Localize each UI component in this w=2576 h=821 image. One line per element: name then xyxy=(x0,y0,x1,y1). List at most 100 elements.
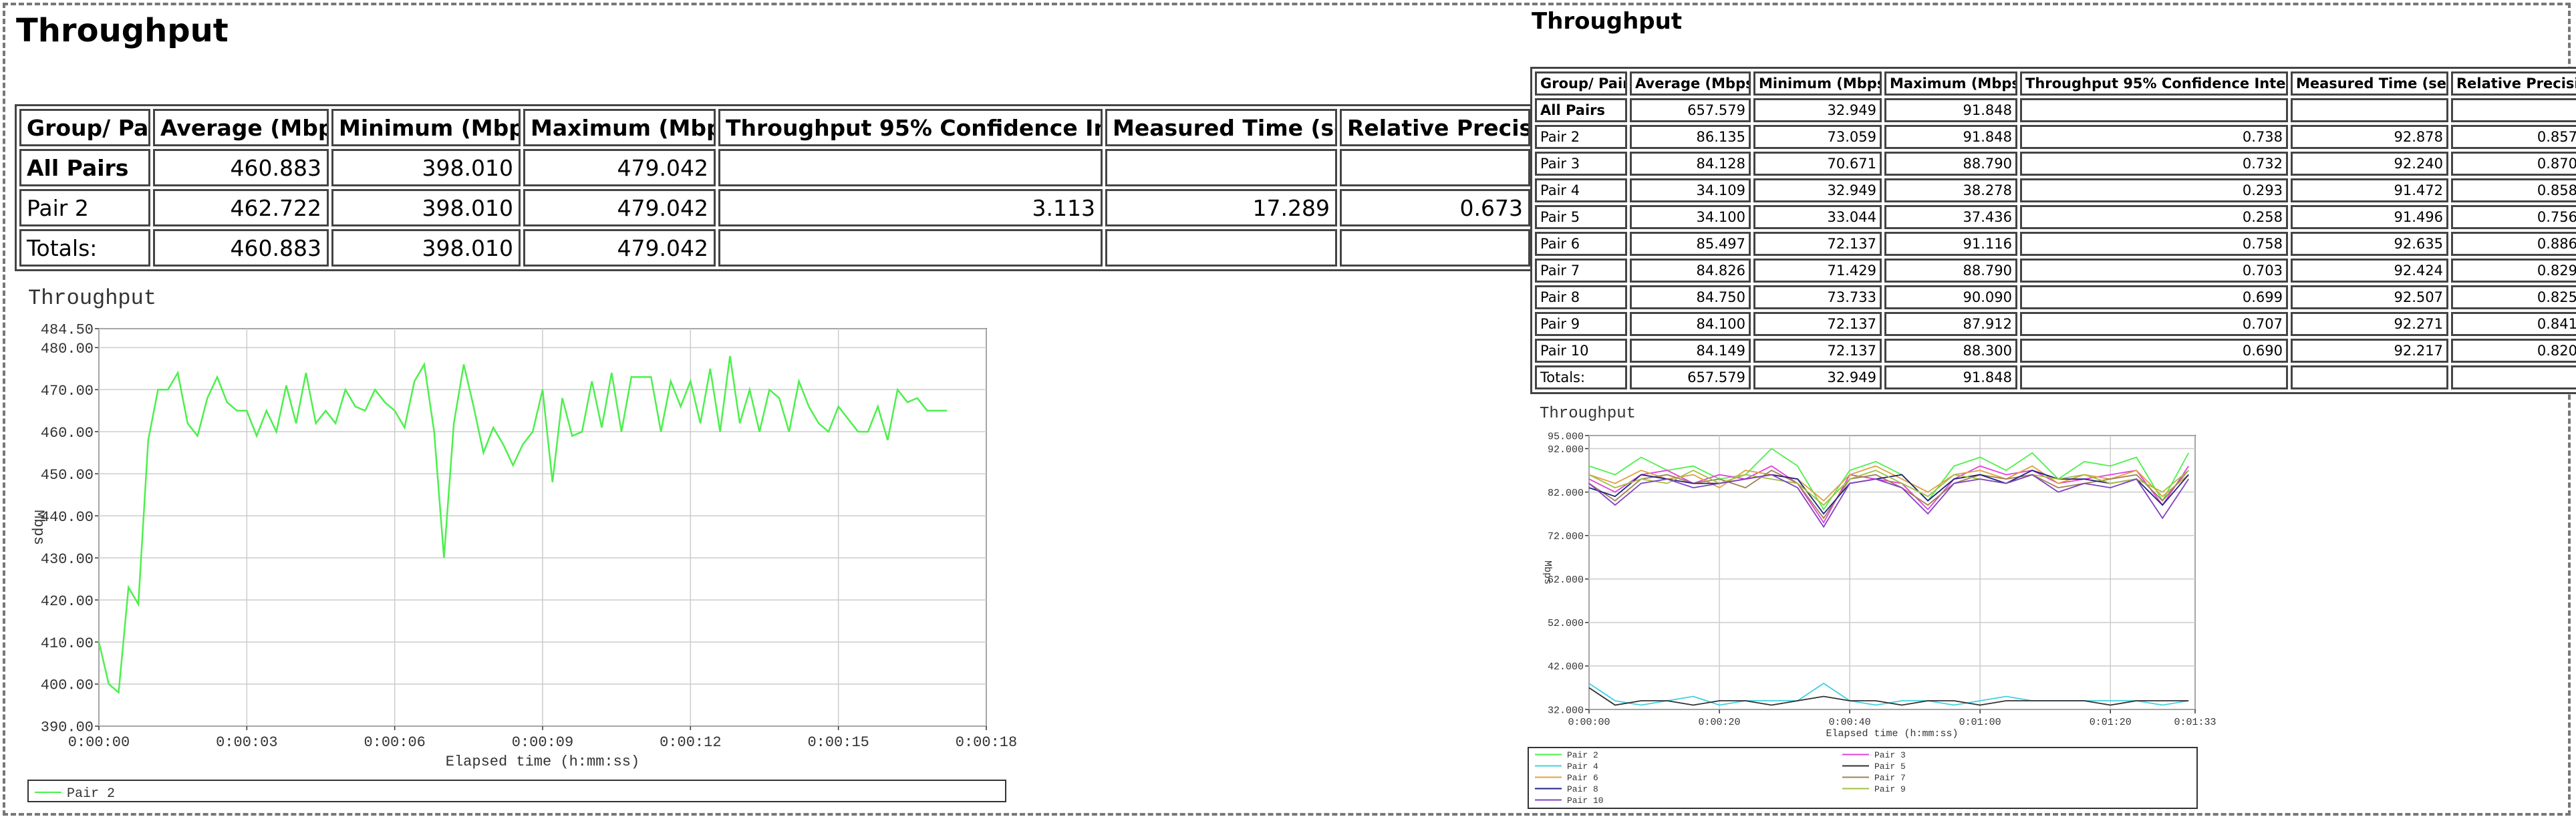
table-cell: Pair 10 xyxy=(1535,339,1627,363)
table-cell: Throughput 95% Confidence Interval xyxy=(2020,71,2288,96)
table-cell: Pair 2 xyxy=(1535,125,1627,149)
y-tick-label: 82.000 xyxy=(1548,488,1584,499)
table-cell: 0.258 xyxy=(2020,205,2288,229)
table-cell: 0.758 xyxy=(2020,232,2288,256)
table-cell: All Pairs xyxy=(19,149,150,186)
table-cell: 72.137 xyxy=(1753,312,1882,336)
table-cell: 17.289 xyxy=(1105,189,1337,226)
x-tick-label: 0:00:20 xyxy=(1699,717,1741,728)
data-line xyxy=(1588,474,2189,528)
table-cell: 84.128 xyxy=(1630,152,1751,176)
x-tick-label: 0:00:00 xyxy=(1568,717,1610,728)
table-cell: 92.878 xyxy=(2291,125,2448,149)
y-tick-label: 410.00 xyxy=(41,635,94,652)
table-cell: 88.300 xyxy=(1884,339,2017,363)
table-row: Totals: 657.579 32.949 91.848 xyxy=(1535,365,2576,389)
table-cell: 0.703 xyxy=(2020,259,2288,283)
table-cell: 91.848 xyxy=(1884,365,2017,389)
x-tick-label: 0:01:20 xyxy=(2090,717,2132,728)
y-tick-label: 92.000 xyxy=(1548,444,1584,456)
legend-label: Pair 8 xyxy=(1567,784,1598,794)
table-cell: 32.949 xyxy=(1753,178,1882,202)
y-tick-label: 480.00 xyxy=(41,341,94,357)
data-line xyxy=(1588,448,2189,511)
table-cell xyxy=(2020,98,2288,122)
table-cell: 71.429 xyxy=(1753,259,1882,283)
x-tick-label: 0:00:00 xyxy=(68,734,130,751)
table-cell xyxy=(2291,365,2448,389)
table-cell: Relative Precision xyxy=(1340,109,1530,146)
x-tick-label: 0:00:40 xyxy=(1829,717,1871,728)
y-tick-label: 95.000 xyxy=(1548,431,1584,442)
legend-label: Pair 6 xyxy=(1567,773,1598,783)
page-title: Throughput xyxy=(1532,8,1683,35)
table-cell xyxy=(1105,149,1337,186)
table-cell xyxy=(718,149,1103,186)
y-tick-label: 440.00 xyxy=(41,509,94,526)
table-cell: Relative Precision xyxy=(2451,71,2576,96)
page-title: Throughput xyxy=(16,12,229,49)
table-cell: 460.883 xyxy=(153,149,329,186)
table-row: Pair 10 84.149 72.137 88.300 0.690 92.217 0.82… xyxy=(1535,339,2576,363)
table-cell: 73.733 xyxy=(1753,285,1882,309)
table-cell: 84.826 xyxy=(1630,259,1751,283)
table-cell: 84.750 xyxy=(1630,285,1751,309)
x-tick-label: 0:00:06 xyxy=(364,734,425,751)
x-tick-label: 0:00:15 xyxy=(807,734,869,751)
y-tick-label: 400.00 xyxy=(41,677,94,694)
y-tick-label: 390.00 xyxy=(41,719,94,736)
table-cell: 0.886 xyxy=(2451,232,2576,256)
table-cell: 479.042 xyxy=(523,229,716,267)
table-cell: 88.790 xyxy=(1884,259,2017,283)
legend-label: Pair 5 xyxy=(1874,762,1906,772)
table-cell: 0.829 xyxy=(2451,259,2576,283)
table-row: All Pairs 657.579 32.949 91.848 xyxy=(1535,98,2576,122)
x-tick-label: 0:00:18 xyxy=(956,734,1017,751)
legend-label: Pair 4 xyxy=(1567,762,1598,772)
legend-label: Pair 10 xyxy=(1567,796,1604,806)
table-cell: 92.217 xyxy=(2291,339,2448,363)
table-cell: 0.870 xyxy=(2451,152,2576,176)
table-row: Pair 4 34.109 32.949 38.278 0.293 91.472 0.858 xyxy=(1535,178,2576,202)
y-tick-label: 470.00 xyxy=(41,383,94,399)
y-tick-label: 52.000 xyxy=(1548,618,1584,629)
table-cell: 398.010 xyxy=(331,229,521,267)
table-cell: Group/ Pair xyxy=(1535,71,1627,96)
x-tick-label: 0:01:00 xyxy=(1959,717,2001,728)
table-cell: Throughput 95% Confidence Interval xyxy=(718,109,1103,146)
table-cell: 0.732 xyxy=(2020,152,2288,176)
table-cell: Totals: xyxy=(19,229,150,267)
table-cell: 90.090 xyxy=(1884,285,2017,309)
y-axis-label: Mbps xyxy=(1542,560,1553,585)
table-cell: 0.293 xyxy=(2020,178,2288,202)
data-line xyxy=(98,355,947,695)
table-row: Pair 2 462.722 398.010 479.042 3.113 17.289 0.… xyxy=(19,189,1530,226)
table-cell: 0.738 xyxy=(2020,125,2288,149)
table-cell: 0.690 xyxy=(2020,339,2288,363)
table-cell: 657.579 xyxy=(1630,98,1751,122)
y-tick-label: 484.50 xyxy=(41,322,94,339)
table-cell xyxy=(2291,98,2448,122)
table-cell: 92.424 xyxy=(2291,259,2448,283)
table-cell: Pair 2 xyxy=(19,189,150,226)
legend-label: Pair 2 xyxy=(1567,750,1598,760)
y-tick-label: 62.000 xyxy=(1548,574,1584,586)
table-cell: 0.858 xyxy=(2451,178,2576,202)
table-cell: 0.820 xyxy=(2451,339,2576,363)
table-cell: 0.825 xyxy=(2451,285,2576,309)
table-cell: 0.699 xyxy=(2020,285,2288,309)
table-row: Pair 2 86.135 73.059 91.848 0.738 92.878 0.857 xyxy=(1535,125,2576,149)
table-cell: 92.271 xyxy=(2291,312,2448,336)
table-cell: 34.100 xyxy=(1630,205,1751,229)
legend-label: Pair 7 xyxy=(1874,773,1906,783)
x-tick-label: 0:00:09 xyxy=(512,734,573,751)
table-cell: 91.848 xyxy=(1884,125,2017,149)
table-cell: 73.059 xyxy=(1753,125,1882,149)
y-tick-label: 430.00 xyxy=(41,551,94,568)
table-cell: Maximum (Mbps) xyxy=(1884,71,2017,96)
